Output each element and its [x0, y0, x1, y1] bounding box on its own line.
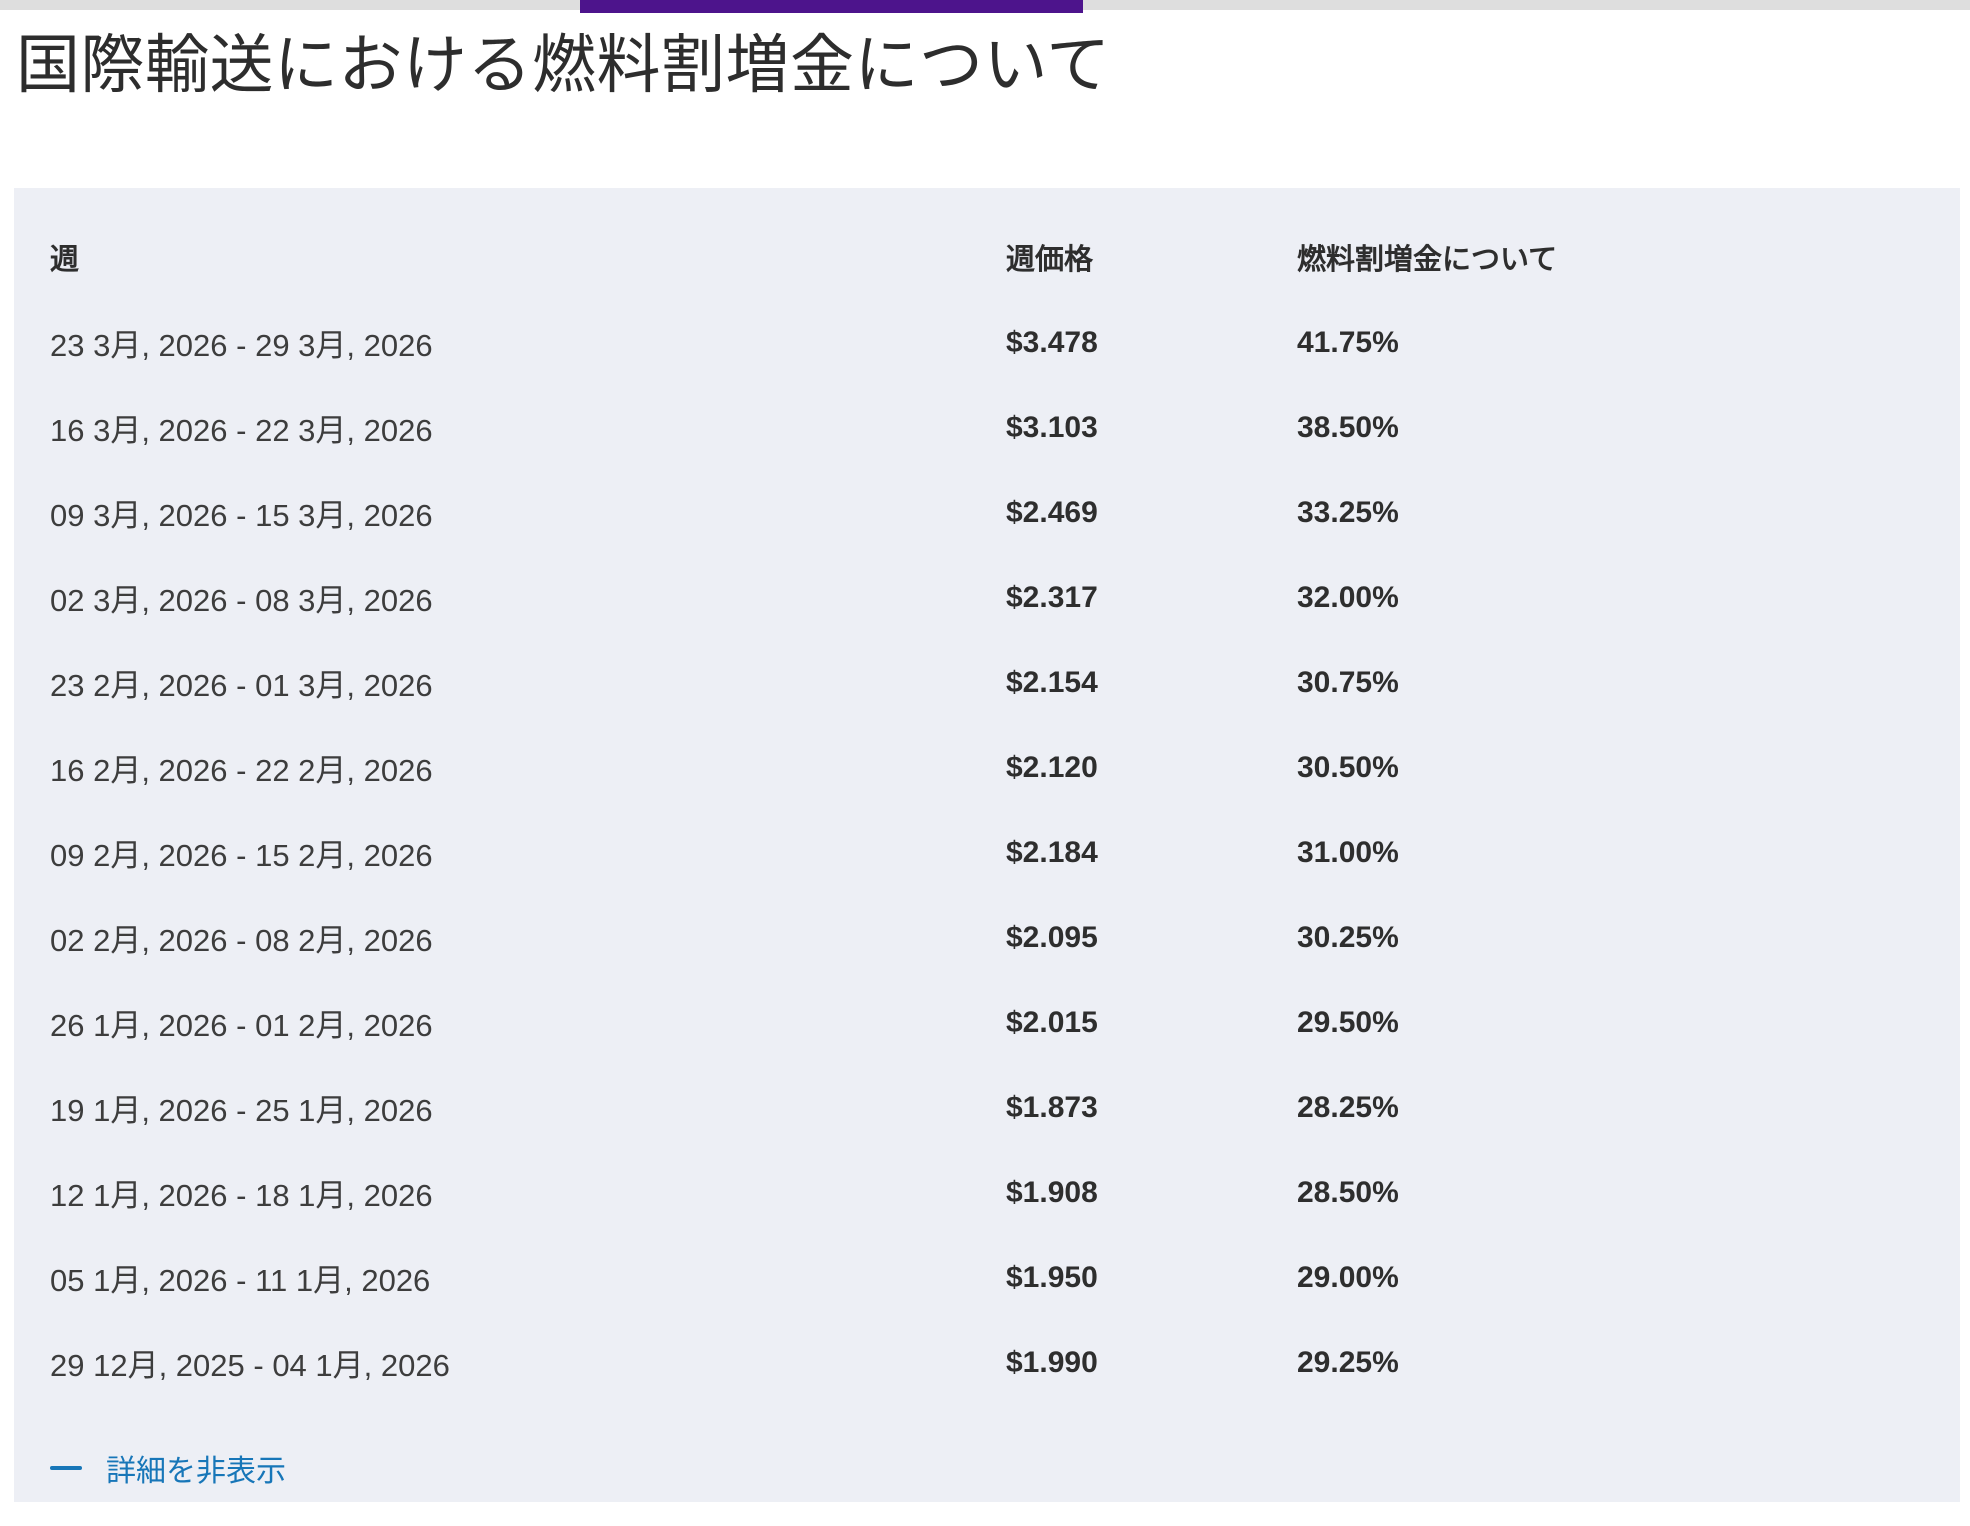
surcharge-percentage: 28.50%: [1297, 1175, 1399, 1209]
week-range: 23 2月, 2026 - 01 3月, 2026: [50, 668, 433, 703]
hide-details-link[interactable]: 詳細を非表示: [50, 1445, 286, 1491]
surcharge-percentage: 31.00%: [1297, 835, 1399, 869]
surcharge-percentage: 30.25%: [1297, 920, 1399, 954]
week-price: $1.950: [1006, 1260, 1098, 1294]
week-range: 29 12月, 2025 - 04 1月, 2026: [50, 1348, 450, 1383]
table-row: 29 12月, 2025 - 04 1月, 2026 $1.990 29.25%: [50, 1320, 1924, 1405]
week-price: $1.990: [1006, 1345, 1098, 1379]
column-header-price: 週価格: [1006, 244, 1094, 276]
week-range: 09 3月, 2026 - 15 3月, 2026: [50, 498, 433, 533]
week-price: $2.015: [1006, 1005, 1098, 1039]
fuel-surcharge-panel: 週 週価格 燃料割増金について 23 3月, 2026 - 29 3月, 202…: [14, 188, 1960, 1502]
progress-accent-bar: [580, 0, 1083, 13]
table-header-row: 週 週価格 燃料割増金について: [50, 236, 1924, 276]
week-price: $2.184: [1006, 835, 1098, 869]
week-range: 16 3月, 2026 - 22 3月, 2026: [50, 413, 433, 448]
week-range: 02 2月, 2026 - 08 2月, 2026: [50, 923, 433, 958]
week-price: $2.120: [1006, 750, 1098, 784]
column-header-week: 週: [50, 244, 80, 276]
surcharge-percentage: 38.50%: [1297, 410, 1399, 444]
surcharge-percentage: 33.25%: [1297, 495, 1399, 529]
table-body: 23 3月, 2026 - 29 3月, 2026 $3.478 41.75% …: [50, 300, 1924, 1405]
surcharge-percentage: 29.50%: [1297, 1005, 1399, 1039]
week-range: 26 1月, 2026 - 01 2月, 2026: [50, 1008, 433, 1043]
table-row: 09 2月, 2026 - 15 2月, 2026 $2.184 31.00%: [50, 810, 1924, 895]
hide-details-label: 詳細を非表示: [106, 1455, 286, 1488]
week-price: $3.478: [1006, 325, 1098, 359]
week-range: 12 1月, 2026 - 18 1月, 2026: [50, 1178, 433, 1213]
column-header-surcharge: 燃料割増金について: [1297, 244, 1558, 276]
top-strip: [0, 0, 1970, 13]
week-range: 19 1月, 2026 - 25 1月, 2026: [50, 1093, 433, 1128]
week-price: $2.095: [1006, 920, 1098, 954]
surcharge-percentage: 30.50%: [1297, 750, 1399, 784]
week-range: 09 2月, 2026 - 15 2月, 2026: [50, 838, 433, 873]
surcharge-percentage: 41.75%: [1297, 325, 1399, 359]
table-row: 09 3月, 2026 - 15 3月, 2026 $2.469 33.25%: [50, 470, 1924, 555]
week-price: $2.154: [1006, 665, 1098, 699]
table-row: 19 1月, 2026 - 25 1月, 2026 $1.873 28.25%: [50, 1065, 1924, 1150]
week-price: $2.469: [1006, 495, 1098, 529]
surcharge-percentage: 30.75%: [1297, 665, 1399, 699]
surcharge-percentage: 29.25%: [1297, 1345, 1399, 1379]
week-range: 02 3月, 2026 - 08 3月, 2026: [50, 583, 433, 618]
table-row: 02 2月, 2026 - 08 2月, 2026 $2.095 30.25%: [50, 895, 1924, 980]
table-row: 16 3月, 2026 - 22 3月, 2026 $3.103 38.50%: [50, 385, 1924, 470]
table-row: 23 3月, 2026 - 29 3月, 2026 $3.478 41.75%: [50, 300, 1924, 385]
table-row: 12 1月, 2026 - 18 1月, 2026 $1.908 28.50%: [50, 1150, 1924, 1235]
minus-icon: [50, 1466, 82, 1470]
page-title: 国際輸送における燃料割増金について: [16, 29, 1111, 101]
table-row: 23 2月, 2026 - 01 3月, 2026 $2.154 30.75%: [50, 640, 1924, 725]
table-row: 05 1月, 2026 - 11 1月, 2026 $1.950 29.00%: [50, 1235, 1924, 1320]
table-row: 26 1月, 2026 - 01 2月, 2026 $2.015 29.50%: [50, 980, 1924, 1065]
table-row: 16 2月, 2026 - 22 2月, 2026 $2.120 30.50%: [50, 725, 1924, 810]
week-range: 16 2月, 2026 - 22 2月, 2026: [50, 753, 433, 788]
surcharge-percentage: 29.00%: [1297, 1260, 1399, 1294]
week-price: $1.908: [1006, 1175, 1098, 1209]
week-price: $2.317: [1006, 580, 1098, 614]
surcharge-percentage: 28.25%: [1297, 1090, 1399, 1124]
week-price: $3.103: [1006, 410, 1098, 444]
week-range: 23 3月, 2026 - 29 3月, 2026: [50, 328, 433, 363]
surcharge-percentage: 32.00%: [1297, 580, 1399, 614]
table-row: 02 3月, 2026 - 08 3月, 2026 $2.317 32.00%: [50, 555, 1924, 640]
week-price: $1.873: [1006, 1090, 1098, 1124]
week-range: 05 1月, 2026 - 11 1月, 2026: [50, 1263, 431, 1298]
